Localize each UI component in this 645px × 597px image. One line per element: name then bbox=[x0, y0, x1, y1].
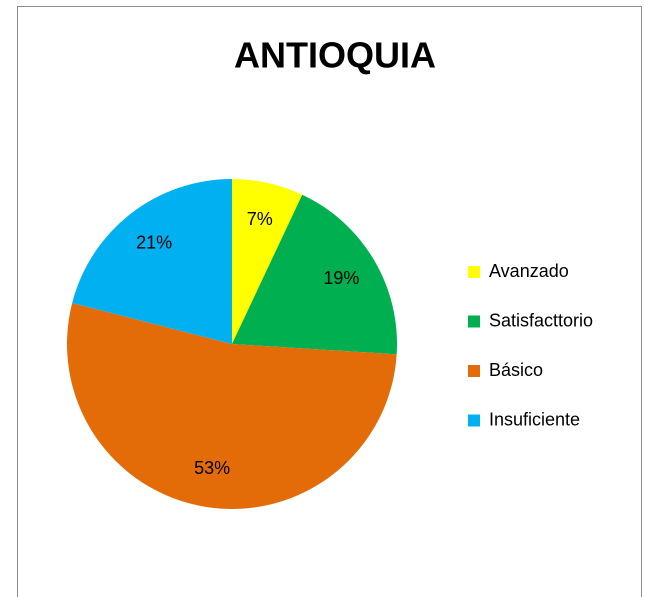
legend-label: Básico bbox=[489, 360, 543, 380]
legend-swatch bbox=[468, 414, 480, 427]
legend-swatch bbox=[468, 365, 480, 377]
chart-title: ANTIOQUIA bbox=[234, 35, 436, 76]
data-label: 7% bbox=[247, 209, 273, 229]
pie-slice bbox=[232, 179, 303, 344]
data-label: 21% bbox=[136, 232, 172, 252]
legend-label: Avanzado bbox=[489, 261, 569, 281]
legend-label: Insuficiente bbox=[489, 409, 580, 429]
pie-slice bbox=[67, 302, 397, 509]
pie-slice bbox=[72, 179, 232, 344]
data-label: 53% bbox=[194, 458, 230, 478]
legend-swatch bbox=[468, 315, 480, 328]
data-label: 19% bbox=[323, 268, 359, 288]
pie-slice bbox=[232, 194, 397, 355]
legend-label: Satisfacttorio bbox=[489, 310, 593, 330]
legend-swatch bbox=[468, 266, 480, 278]
